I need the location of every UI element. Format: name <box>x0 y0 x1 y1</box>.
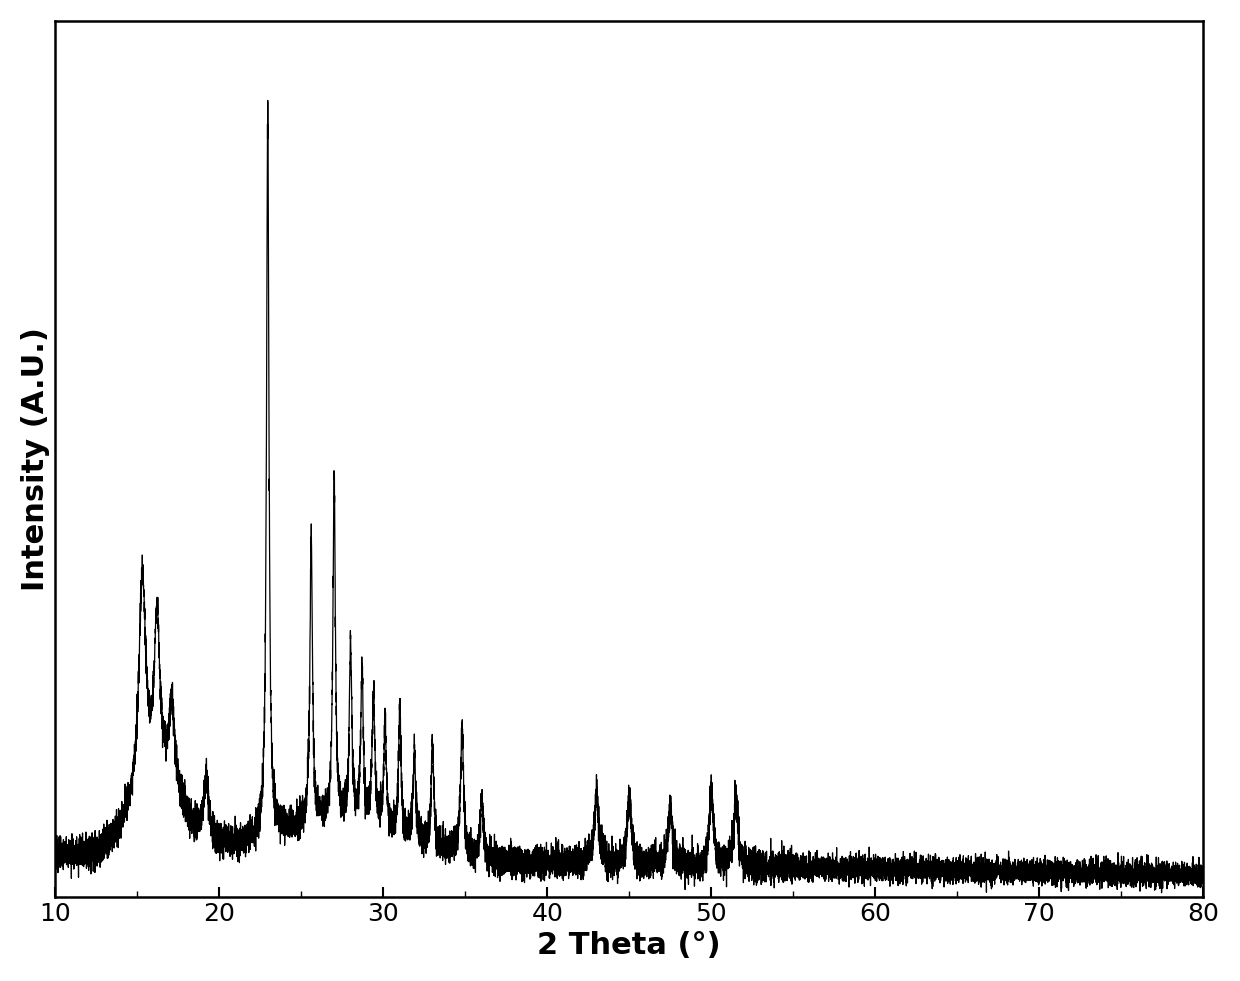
X-axis label: 2 Theta (°): 2 Theta (°) <box>537 931 722 960</box>
Y-axis label: Intensity (A.U.): Intensity (A.U.) <box>21 327 50 591</box>
